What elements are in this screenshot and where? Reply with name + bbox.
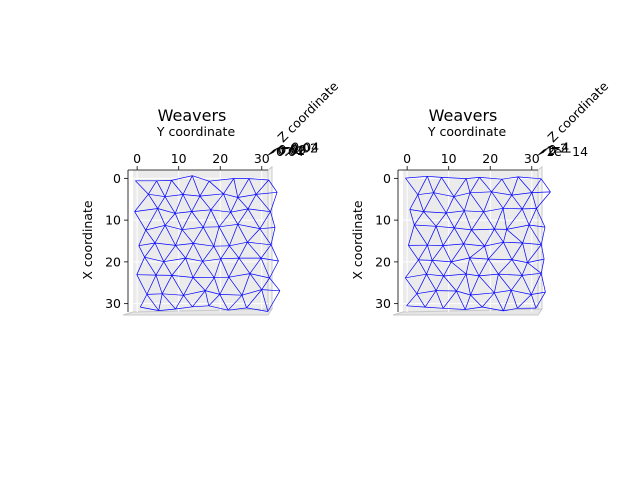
y-ticks: 0 10 20 30 [105, 171, 128, 311]
y-tick-label: 0 [383, 171, 391, 186]
z-axis-label: Z coordinate [545, 78, 612, 145]
x-tick-label: 0 [403, 151, 411, 166]
weavers-plot-left: 0 10 20 30 0 10 20 30 0.040.020.00−0.02−0.04 W… [80, 78, 341, 315]
y-axis-label: X coordinate [350, 200, 365, 280]
y-axis-label: X coordinate [80, 200, 95, 280]
back-pane [403, 170, 538, 312]
y-tick-label: 10 [375, 213, 391, 228]
x-ticks: 0 10 20 30 [403, 151, 540, 170]
x-axis-label: Y coordinate [427, 124, 507, 139]
x-tick-label: 30 [524, 151, 540, 166]
x-tick-label: 10 [171, 151, 187, 166]
x-tick-label: 20 [212, 151, 228, 166]
chart-title: Weavers [158, 106, 227, 125]
weaver-segment [488, 259, 512, 260]
x-tick-label: 20 [482, 151, 498, 166]
y-tick-label: 30 [105, 296, 121, 311]
z-axis-label: Z coordinate [275, 78, 342, 145]
x-tick-label: 0 [133, 151, 141, 166]
y-tick-label: 10 [105, 213, 121, 228]
weaver-segment [214, 277, 229, 278]
weaver-segment [418, 260, 432, 261]
x-tick-label: 10 [441, 151, 457, 166]
y-ticks: 0 10 20 30 [375, 171, 398, 311]
x-axis-label: Y coordinate [156, 124, 236, 139]
y-tick-label: 30 [375, 296, 391, 311]
weaver-segment [541, 179, 550, 192]
side-pane [538, 167, 542, 312]
y-tick-label: 20 [375, 254, 391, 269]
x-tick-label: 30 [254, 151, 270, 166]
chart-title: Weavers [429, 106, 498, 125]
z-ticks: 0.040.020.00−0.02−0.04 [268, 140, 319, 159]
x-ticks: 0 10 20 30 [133, 151, 270, 170]
y-tick-label: 20 [105, 254, 121, 269]
y-tick-label: 0 [113, 171, 121, 186]
